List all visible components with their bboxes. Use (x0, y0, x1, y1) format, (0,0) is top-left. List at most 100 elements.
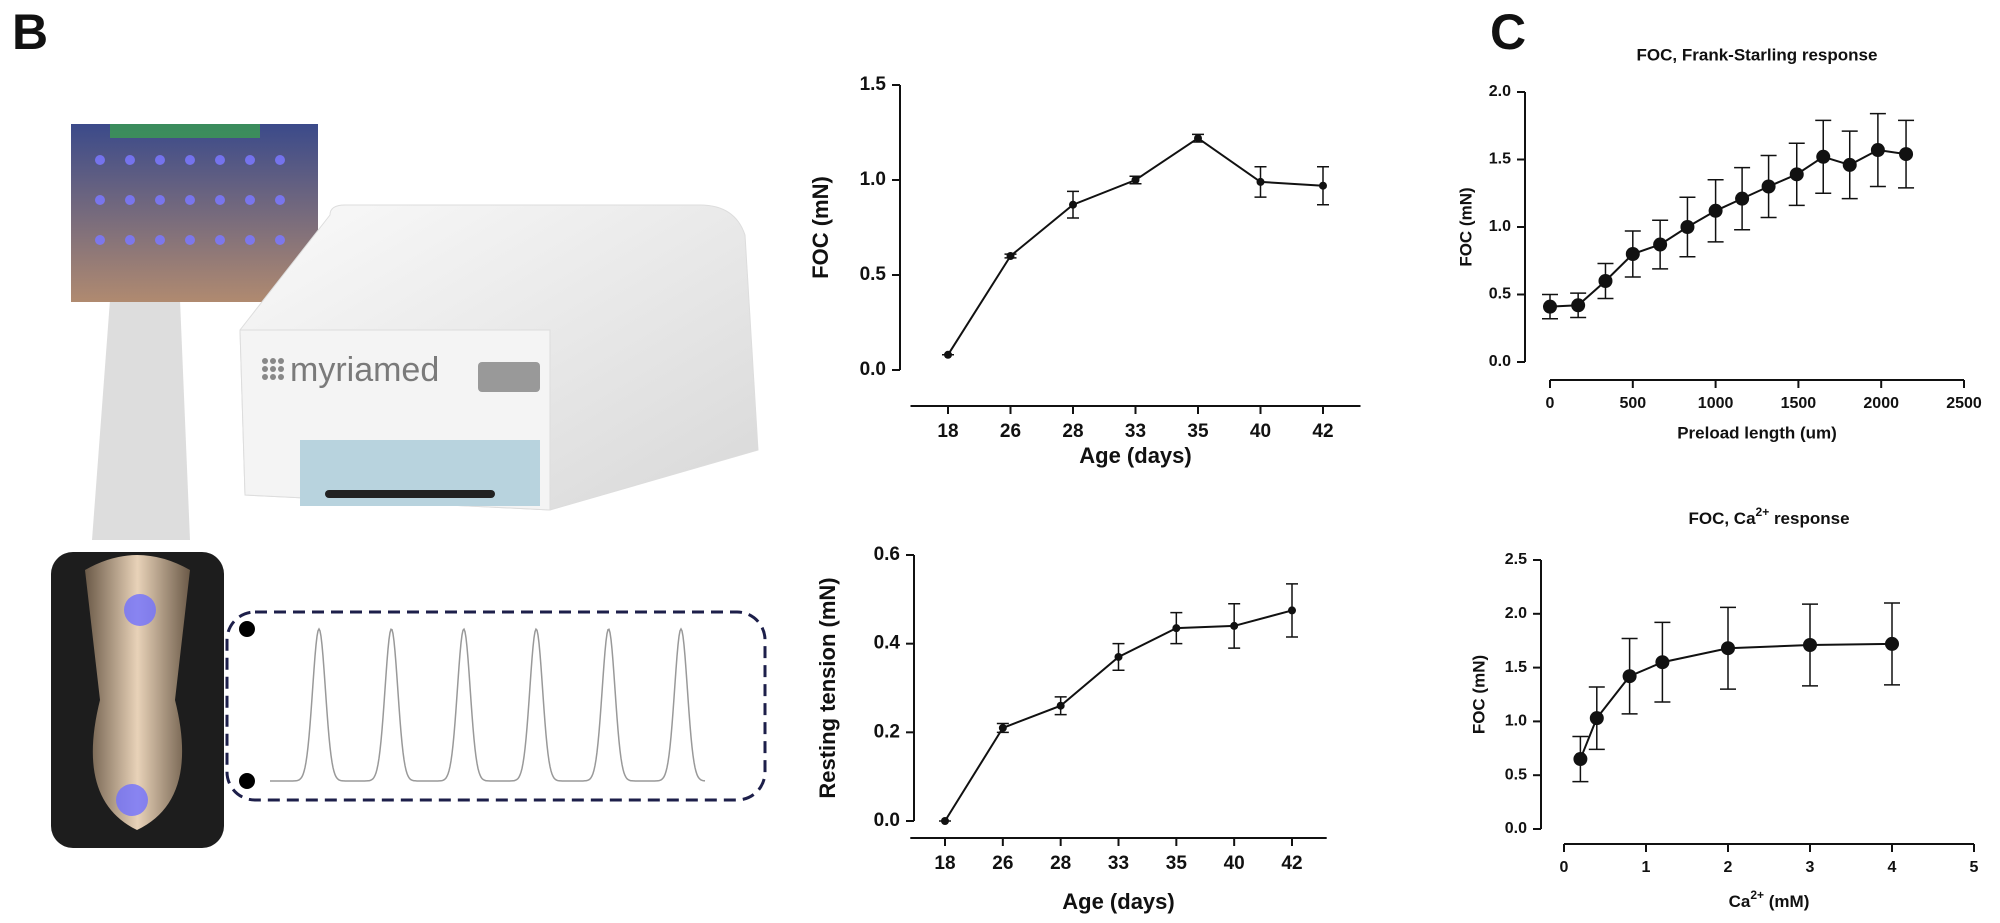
y-tick-label: 1.5 (860, 74, 887, 95)
data-point (1842, 157, 1857, 172)
data-point (1230, 621, 1239, 630)
data-point (1870, 143, 1885, 158)
data-point (1899, 147, 1914, 162)
x-tick-label: 35 (1166, 853, 1188, 874)
x-axis-label: Preload length (um) (1677, 423, 1837, 442)
x-tick-label: 500 (1619, 395, 1646, 412)
x-tick-label: 33 (1125, 421, 1146, 442)
chart-title-part: FOC, Ca (1688, 509, 1756, 528)
y-tick-label: 0.5 (1489, 286, 1511, 303)
data-point (1598, 274, 1613, 288)
x-tick-label: 42 (1312, 421, 1333, 442)
data-point (1194, 134, 1202, 143)
y-tick-label: 0.0 (1505, 820, 1527, 837)
x-tick-label: 40 (1224, 853, 1245, 874)
x-tick-label: 26 (1000, 421, 1021, 442)
data-point (1571, 298, 1586, 313)
y-tick-label: 0.5 (1505, 766, 1527, 783)
plate-image (71, 124, 318, 302)
data-point (1256, 177, 1265, 186)
y-axis-label: FOC (mN) (1456, 187, 1475, 266)
data-point (1885, 636, 1899, 651)
y-tick-label: 2.0 (1489, 83, 1511, 100)
x-tick-label: 5 (1970, 859, 1979, 876)
y-axis-label: FOC (mN) (808, 176, 833, 279)
tissue-post (124, 594, 156, 626)
data-line (944, 609, 1293, 822)
data-point (1622, 669, 1637, 684)
data-point (998, 723, 1007, 732)
x-tick-label: 3 (1806, 859, 1815, 876)
data-point (1789, 167, 1804, 182)
data-point (944, 350, 952, 359)
x-axis-label: Ca2+ (mM) (1729, 888, 1810, 911)
y-tick-label: 2.0 (1505, 605, 1527, 622)
trace-dot (239, 773, 255, 789)
x-tick-label: 35 (1187, 421, 1209, 442)
device-port (478, 362, 540, 392)
logo-dots (262, 358, 284, 380)
panel-label: C (1490, 4, 1526, 60)
x-tick-label: 1500 (1781, 395, 1817, 412)
plate-glow (110, 124, 260, 138)
y-tick-label: 1.0 (1489, 218, 1511, 235)
data-line (947, 136, 1324, 356)
y-tick-label: 1.0 (1505, 713, 1527, 730)
y-tick-label: 1.0 (860, 169, 886, 190)
x-tick-label: 2000 (1863, 395, 1899, 412)
y-tick-label: 1.5 (1489, 151, 1511, 168)
chart-title: FOC, Ca2+ response (1688, 505, 1849, 528)
x-tick-label: 28 (1050, 853, 1071, 874)
chart-title-part: response (1769, 509, 1849, 528)
x-tick-label: 1000 (1698, 395, 1734, 412)
x-tick-label: 18 (937, 421, 958, 442)
x-tick-label: 42 (1281, 853, 1302, 874)
drawer-handle (325, 490, 495, 498)
data-point (1131, 176, 1140, 184)
y-axis-label: Resting tension (mN) (815, 577, 840, 798)
data-line (1579, 642, 1893, 760)
x-tick-label: 28 (1062, 421, 1083, 442)
data-point (1069, 200, 1077, 209)
device-brand: myriamed (290, 351, 439, 389)
data-point (1543, 299, 1557, 314)
x-axis-label-part: Ca (1729, 892, 1751, 911)
zoom-cone (92, 300, 190, 540)
y-tick-label: 1.5 (1505, 659, 1527, 676)
contraction-trace (270, 627, 706, 782)
x-tick-label: 0 (1560, 859, 1569, 876)
data-point (1803, 638, 1817, 653)
data-point (1653, 237, 1668, 252)
x-tick-label: 4 (1888, 859, 1897, 876)
data-point (1816, 149, 1831, 164)
x-axis-label: Age (days) (1062, 889, 1174, 914)
x-tick-label: 2 (1724, 859, 1733, 876)
x-tick-label: 33 (1108, 853, 1129, 874)
panel-label: B (12, 4, 48, 60)
data-point (1735, 191, 1750, 206)
y-axis-label: FOC (mN) (1469, 655, 1488, 734)
plate-wells (95, 155, 285, 245)
chart-title-part: 2+ (1756, 505, 1770, 519)
data-point (1721, 641, 1735, 656)
y-tick-label: 2.5 (1505, 551, 1527, 568)
y-tick-label: 0.6 (874, 544, 900, 565)
x-tick-label: 18 (934, 853, 955, 874)
data-point (1589, 711, 1604, 726)
data-point (1114, 652, 1123, 661)
x-tick-label: 26 (992, 853, 1013, 874)
x-axis-label-part: (mM) (1764, 892, 1809, 911)
tissue-post (116, 784, 148, 816)
data-point (1761, 179, 1776, 194)
x-tick-label: 1 (1642, 859, 1651, 876)
x-tick-label: 40 (1250, 421, 1271, 442)
x-tick-label: 2500 (1946, 395, 1982, 412)
x-axis-label: Age (days) (1079, 443, 1191, 468)
trace-dot (239, 621, 255, 637)
data-point (1573, 752, 1588, 767)
data-point (1172, 624, 1181, 633)
data-point (1625, 247, 1640, 261)
x-tick-label: 0 (1546, 395, 1555, 412)
